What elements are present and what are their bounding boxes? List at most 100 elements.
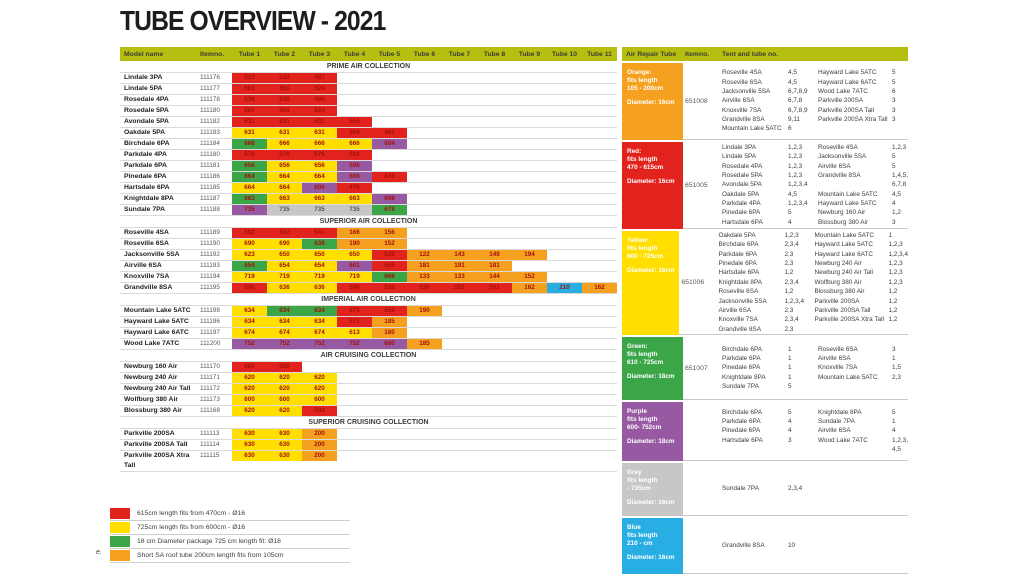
column-header-tube-11: Tube 11 (587, 50, 612, 58)
model-name-cell: Grandville 8SA (124, 284, 173, 291)
tent-tube-row: Knightdale 8PA 1 Mountain Lake 5ATC 2,3 (722, 373, 908, 382)
empty-cell (582, 451, 617, 461)
tent-tube-row: Pinedale 6PA 4 Airville 6SA 4 (722, 426, 908, 435)
tube-numbers: 2,3 (784, 325, 794, 333)
tent-tube-list: Lindale 3PA 1,2,3 Roseville 4SA 1,2,3 Lindal… (722, 142, 908, 228)
empty-cell (372, 373, 407, 383)
model-name-cell: Parkdale 6PA (124, 162, 167, 169)
tube-length-cell: 600 (302, 395, 337, 405)
itemno-cell: 111184 (200, 140, 220, 147)
tent-name: Parkville 200SA Tall (814, 306, 871, 314)
empty-cell (372, 362, 407, 372)
tube-length-cell: 735 (302, 205, 337, 215)
repair-tube-section-red: Red: fits length 470 - 615cm Diameter: 16cm… (622, 142, 908, 229)
empty-cell (442, 172, 477, 182)
tube-numbers: 2,3 (784, 306, 794, 314)
color-label-line: 470 - 615cm (627, 164, 664, 172)
model-name-cell: Roseville 6SA (124, 240, 169, 247)
empty-cell (512, 139, 547, 149)
tube-length-cell: 656 (267, 161, 302, 171)
tent-name: Airville 6SA (818, 354, 851, 362)
model-name-cell: Birchdale 6PA (124, 140, 170, 147)
tube-length-cell: 735 (337, 205, 372, 215)
empty-cell (407, 172, 442, 182)
tube-length-cell: 620 (267, 406, 302, 416)
tent-name: Knightdale 8PA (718, 278, 763, 286)
empty-cell (407, 150, 442, 160)
tent-tube-row: Parkdale 6PA 4 Sundale 7PA 1 (722, 417, 908, 426)
column-header-tube-6: Tube 6 (413, 50, 436, 58)
tube-numbers: 4,5 (892, 190, 901, 198)
empty-cell (512, 328, 547, 338)
empty-cell (442, 205, 477, 215)
tent-name: Oakdale 5PA (718, 231, 756, 239)
model-name-cell: Hartsdale 6PA (124, 184, 170, 191)
table-row: Hayward Lake 5ATC 111196 634 634 634 573 185 (120, 317, 617, 328)
empty-cell (442, 117, 477, 127)
table-body: PRIME AIR COLLECTION Lindale 3PA 111176 532… (120, 61, 617, 472)
tube-length-cell: 656 (302, 161, 337, 171)
tent-name: Wood Lake 7ATC (818, 87, 868, 95)
empty-cell (582, 73, 617, 83)
empty-cell (477, 429, 512, 439)
tube-length-cell: 608 (372, 194, 407, 204)
model-name-cell: Blossburg 380 Air (124, 407, 182, 414)
empty-cell (582, 172, 617, 182)
tent-name: Grandville 8SA (722, 116, 765, 124)
tube-length-cell: 592 (232, 228, 267, 238)
empty-cell (442, 228, 477, 238)
tent-name: Jacksonville 5SA (722, 87, 771, 95)
color-label-line: Diameter: 18cm (627, 372, 675, 380)
tube-numbers: 1,2,3 (888, 269, 903, 277)
tube-numbers: 4,5 (788, 78, 797, 86)
table-row: Lindale 3PA 111176 532 532 487 (120, 73, 617, 84)
empty-cell (512, 373, 547, 383)
empty-cell (477, 161, 512, 171)
tent-name: Knightdale 8PA (722, 373, 766, 381)
table-row: Newburg 240 Air 111171 620 620 620 (120, 373, 617, 384)
tube-length-cell: 600 (232, 395, 267, 405)
tube-length-cell: 634 (302, 306, 337, 316)
empty-cell (512, 306, 547, 316)
empty-cell (512, 429, 547, 439)
tent-name (818, 124, 892, 133)
table-row: Newburg 240 Air Tall 111172 620 620 620 (120, 384, 617, 395)
tube-length-cell: 162 (512, 283, 547, 293)
itemno-cell: 111183 (200, 129, 220, 136)
color-label-line: 600- 752cm (627, 424, 662, 432)
tent-name: Grandville 8SA (818, 171, 861, 179)
tube-length-cell: 630 (267, 451, 302, 461)
tube-length-cell: 133 (407, 272, 442, 282)
tube-length-cell: 666 (267, 139, 302, 149)
empty-cell (372, 84, 407, 94)
tent-name: Knoxville 7SA (718, 316, 758, 324)
table-row: Airville 6SA 111193 654 654 654 601 506 181 191 1… (120, 261, 617, 272)
empty-cell (512, 128, 547, 138)
legend-item: 615cm length fits from 470cm - Ø16 (110, 507, 350, 521)
tube-length-cell: 663 (337, 194, 372, 204)
tube-length-cell: 541 (302, 228, 337, 238)
tube-length-cell: 600 (267, 395, 302, 405)
tent-name (818, 541, 892, 550)
model-name-cell: Newburg 240 Air (124, 374, 178, 381)
empty-cell (547, 373, 582, 383)
tent-name: Newburg 240 Air Tall (814, 269, 873, 277)
empty-cell (477, 362, 512, 372)
tent-name: Knightdale 8PA (818, 408, 862, 416)
tube-numbers (888, 325, 908, 334)
legend-item: 18 cm Diameter package 725 cm length fit… (110, 535, 350, 549)
model-name-cell: Lindale 3PA (124, 74, 163, 81)
empty-cell (477, 451, 512, 461)
itemno-cell: 111188 (200, 206, 220, 213)
tube-length-cell: 516 (337, 150, 372, 160)
empty-cell (477, 205, 512, 215)
tent-name: Hayward Lake 6ATC (818, 78, 877, 86)
empty-cell (407, 183, 442, 193)
color-label-line: Diameter: 16cm (627, 177, 675, 185)
column-header-tube-10: Tube 10 (551, 50, 578, 58)
empty-cell (512, 239, 547, 249)
empty-cell (547, 384, 582, 394)
tube-length-cell: 606 (302, 183, 337, 193)
repair-tube-section-grey: Grey fits length - 735cm Diameter: 16cm Sund… (622, 463, 908, 516)
empty-cell (407, 384, 442, 394)
